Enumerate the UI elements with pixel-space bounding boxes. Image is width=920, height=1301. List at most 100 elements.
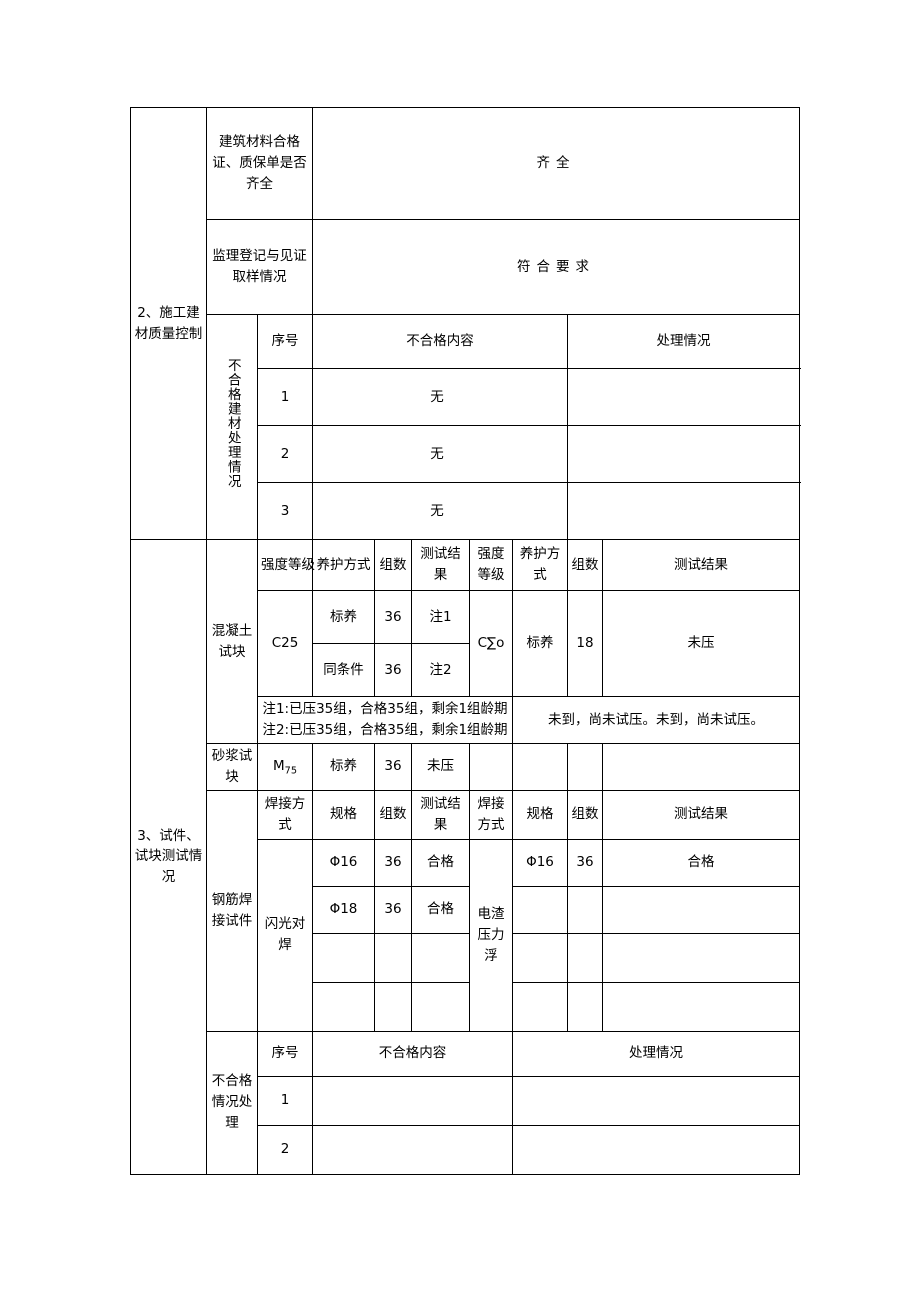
table-row: 同条件 36 注2	[131, 643, 800, 697]
mortar-grade-text: M75	[272, 757, 298, 777]
concrete-header-cure-left: 养护方式	[312, 539, 375, 591]
vertical-label-text: 不合格建材处理情况	[224, 358, 241, 489]
rebar-spec-right	[512, 932, 568, 983]
rebar-spec-left	[312, 981, 375, 1032]
table-row: C25 标养 36 注1 C∑o 标养 18 未压	[131, 590, 800, 697]
concrete-row-label: 混凝土试块	[206, 539, 258, 744]
supervision-answer-cell: 符合要求	[312, 219, 800, 315]
table-row: 2	[131, 1124, 800, 1175]
rebar-method-left: 闪光对焊	[257, 838, 313, 1032]
rebar-header-spec-left: 规格	[312, 789, 375, 840]
cert-answer-cell: 齐全	[312, 107, 800, 220]
rebar-groups-right: 36	[567, 838, 603, 887]
concrete-result-left: 注2	[411, 643, 470, 697]
mortar-row-label: 砂浆试块	[206, 743, 258, 791]
mortar-empty-4	[602, 743, 800, 791]
rebar-header-spec-right: 规格	[512, 789, 568, 840]
uh-handling	[512, 1075, 800, 1126]
unqualified-material-handling	[567, 482, 800, 540]
unqualified-material-no: 3	[257, 482, 313, 540]
rebar-header-result-left: 测试结果	[411, 789, 470, 840]
col-header-seq: 序号	[257, 314, 313, 369]
rebar-row-label: 钢筋焊接试件	[206, 789, 258, 1032]
mortar-result: 未压	[411, 743, 470, 791]
rebar-header-result-right: 测试结果	[602, 789, 800, 840]
table-row	[131, 932, 800, 983]
unqualified-material-content: 无	[312, 368, 568, 426]
concrete-header-grade-right: 强度等级	[469, 539, 513, 591]
table-row: 闪光对焊 Φ16 36 合格 电渣压力浮 Φ16 36 合格	[131, 838, 800, 1032]
rebar-spec-left: Φ18	[312, 885, 375, 934]
concrete-cure-left: 同条件	[312, 643, 375, 697]
table-row: 砂浆试块 M75 标养 36 未压	[131, 743, 800, 791]
concrete-groups-left: 36	[374, 643, 412, 697]
table-row: 监理登记与见证取样情况 符合要求	[131, 219, 800, 315]
uh-no: 2	[257, 1124, 313, 1175]
rebar-header-groups-right: 组数	[567, 789, 603, 840]
concrete-header-result-left: 测试结果	[411, 539, 470, 591]
rebar-groups-right	[567, 885, 603, 934]
table-row: 3 无	[131, 482, 800, 540]
rebar-result-left: 合格	[411, 885, 470, 934]
rebar-spec-left	[312, 932, 375, 983]
table-row: 1 无	[131, 368, 800, 426]
unqualified-material-handling	[567, 425, 800, 483]
uh-content	[312, 1075, 513, 1126]
unqualified-material-vertical-label: 不合格建材处理情况	[206, 314, 258, 540]
concrete-note-left: 注1:已压35组，合格35组，剩余1组龄期注2:已压35组，合格35组，剩余1组…	[257, 696, 513, 744]
concrete-cure-right: 标养	[512, 590, 568, 697]
concrete-groups-left: 36	[374, 590, 412, 644]
concrete-result-left: 注1	[411, 590, 470, 644]
rebar-result-left: 合格	[411, 838, 470, 887]
concrete-header-cure-right: 养护方式	[512, 539, 568, 591]
concrete-note-right: 未到，尚未试压。未到，尚未试压。	[512, 696, 800, 744]
mortar-cure: 标养	[312, 743, 375, 791]
rebar-result-right	[602, 932, 800, 983]
section-2-label: 2、施工建材质量控制	[130, 107, 207, 540]
unqualified-material-no: 2	[257, 425, 313, 483]
mortar-empty-3	[567, 743, 603, 791]
table-row: 2 无	[131, 425, 800, 483]
rebar-method-right: 电渣压力浮	[469, 838, 513, 1032]
rebar-result-right	[602, 981, 800, 1032]
table-row: 1	[131, 1075, 800, 1126]
rebar-result-right: 合格	[602, 838, 800, 887]
table-row: Φ18 36 合格	[131, 885, 800, 934]
rebar-groups-left	[374, 932, 412, 983]
table-row: 2、施工建材质量控制 建筑材料合格证、质保单是否齐全 齐全	[130, 107, 800, 540]
uh-header-handling: 处理情况	[512, 1030, 800, 1077]
table-row: 不合格建材处理情况 序号 不合格内容 处理情况	[131, 314, 800, 540]
unqualified-handling-row-label: 不合格情况处理	[206, 1030, 258, 1175]
section-3-label: 3、试件、试块测试情况	[130, 539, 207, 1175]
rebar-header-method-left: 焊接方式	[257, 789, 313, 840]
concrete-header-grade-left: 强度等级	[257, 539, 315, 591]
table-row: 不合格情况处理 序号 不合格内容 处理情况	[131, 1030, 800, 1175]
rebar-groups-right	[567, 981, 603, 1032]
concrete-header-result-right: 测试结果	[602, 539, 800, 591]
table-row: 钢筋焊接试件 焊接方式 规格 组数 测试结果 焊接方式 规格 组数 测试结果	[131, 789, 800, 1032]
concrete-grade-right: C∑o	[469, 590, 513, 697]
concrete-header-groups-left: 组数	[374, 539, 412, 591]
uh-handling	[512, 1124, 800, 1175]
uh-content	[312, 1124, 513, 1175]
rebar-spec-left: Φ16	[312, 838, 375, 887]
rebar-header-groups-left: 组数	[374, 789, 412, 840]
rebar-header-method-right: 焊接方式	[469, 789, 513, 840]
mortar-groups: 36	[374, 743, 412, 791]
supervision-question-cell: 监理登记与见证取样情况	[206, 219, 313, 315]
concrete-grade-left: C25	[257, 590, 313, 697]
mortar-empty-1	[469, 743, 513, 791]
concrete-groups-right: 18	[567, 590, 603, 697]
concrete-header-groups-right: 组数	[567, 539, 603, 591]
rebar-result-left	[411, 981, 470, 1032]
rebar-result-left	[411, 932, 470, 983]
table-row: 3、试件、试块测试情况 混凝土试块 强度等级 养护方式 组数 测试结果 强度等级…	[130, 539, 800, 1175]
rebar-spec-right: Φ16	[512, 838, 568, 887]
concrete-result-right: 未压	[602, 590, 800, 697]
rebar-groups-left	[374, 981, 412, 1032]
table-row	[131, 981, 800, 1032]
unqualified-material-handling	[567, 368, 800, 426]
uh-no: 1	[257, 1075, 313, 1126]
unqualified-material-content: 无	[312, 425, 568, 483]
